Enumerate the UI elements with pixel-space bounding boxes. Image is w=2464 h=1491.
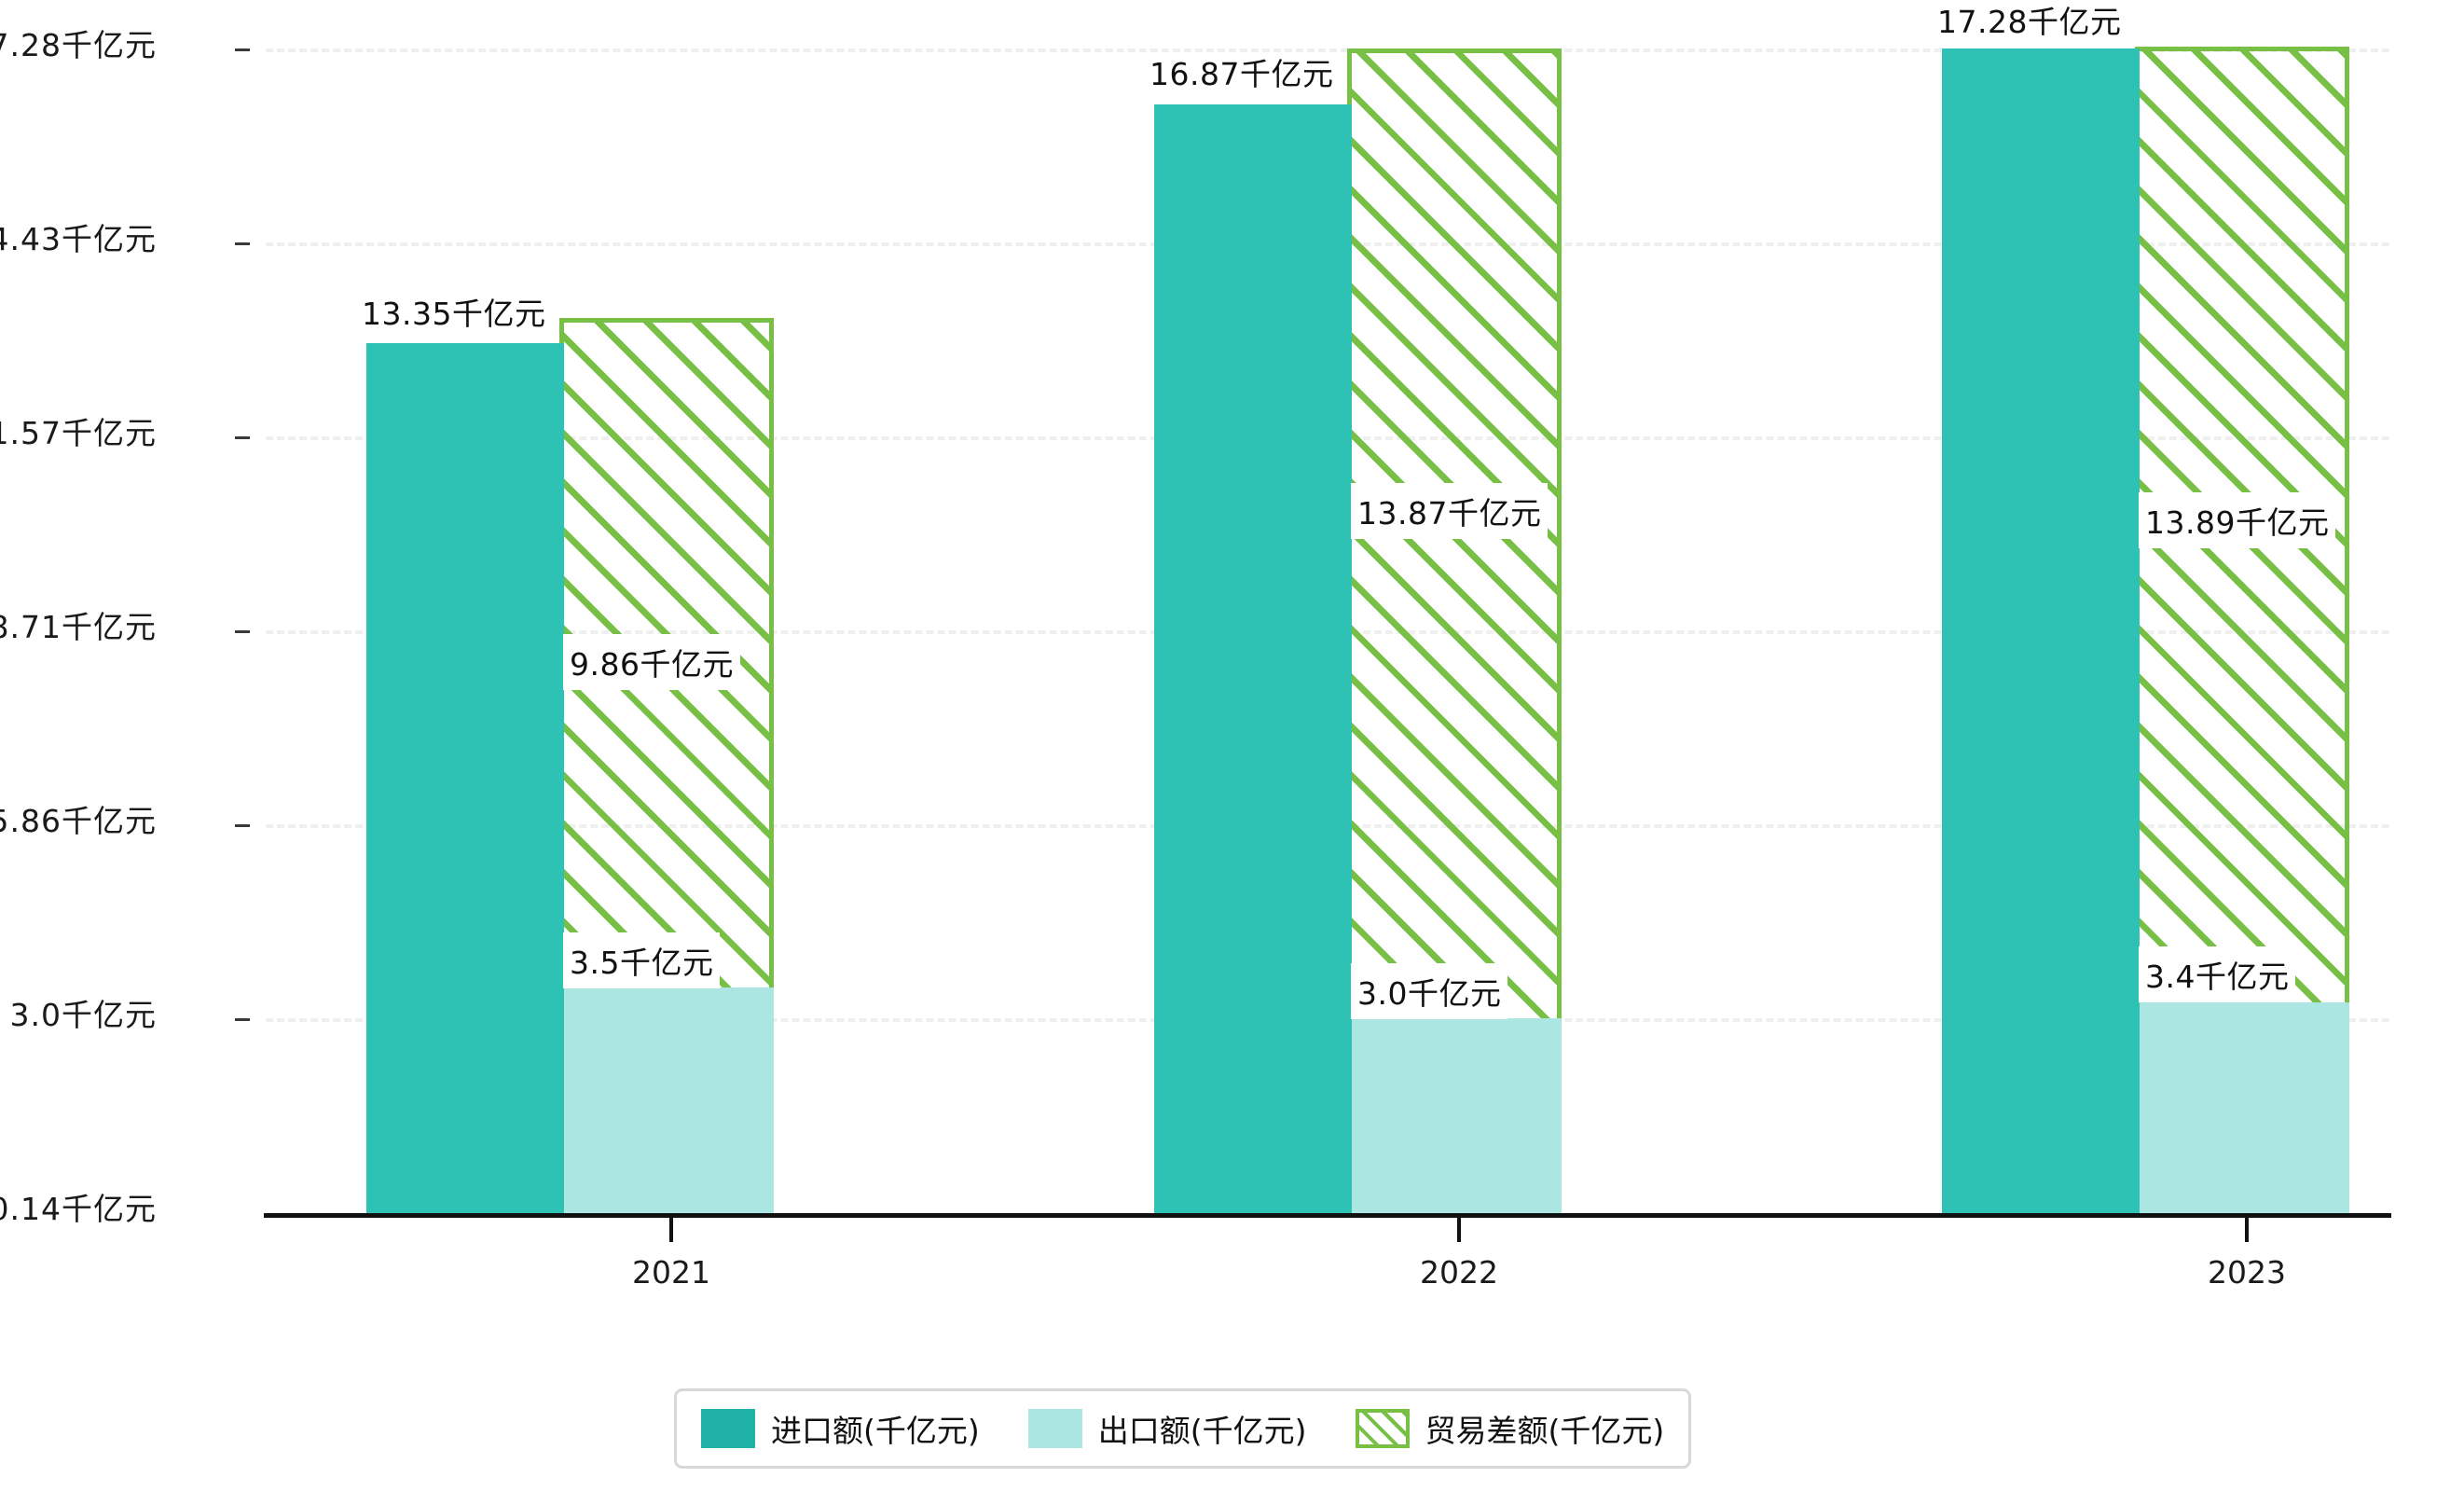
y-axis-label-17-28: 17.28千亿元 [0,27,157,63]
x-tick-2023 [2245,1218,2249,1242]
x-axis-label-2023: 2023 [2208,1254,2286,1291]
y-tick-17-28 [235,48,250,51]
legend-swatch-diff-icon [1355,1409,1410,1448]
bar-label-export-2022: 3.0千亿元 [1351,963,1508,1019]
bar-import-2022[interactable] [1154,104,1352,1215]
chart-legend: 进口额(千亿元) 出口额(千亿元) 贸易差额(千亿元) [674,1388,1692,1469]
bar-export-2023[interactable] [2140,1002,2349,1215]
legend-swatch-export-icon [1027,1409,1082,1448]
x-tick-2021 [669,1218,673,1242]
bar-label-diff-2022: 13.87千亿元 [1351,483,1549,539]
legend-item-import[interactable]: 进口额(千亿元) [701,1406,980,1451]
bar-label-export-2023: 3.4千亿元 [2139,946,2296,1002]
y-axis-label-14-43: 14.43千亿元 [0,221,157,257]
x-axis-label-2022: 2022 [1420,1254,1498,1291]
bar-label-diff-2021: 9.86千亿元 [563,634,740,690]
bar-label-import-2021: 13.35千亿元 [362,296,546,332]
bar-label-import-2022: 16.87千亿元 [1149,56,1334,92]
y-tick-11-57 [235,436,250,439]
bar-label-export-2021: 3.5千亿元 [563,932,721,988]
y-tick-5-86 [235,824,250,827]
legend-label-diff: 贸易差额(千亿元) [1425,1413,1665,1449]
x-axis-line [264,1213,2391,1218]
legend-label-export: 出口额(千亿元) [1097,1413,1307,1449]
legend-item-export[interactable]: 出口额(千亿元) [1027,1406,1307,1451]
y-axis-label-0-14: 0.14千亿元 [0,1191,157,1227]
y-axis-label-11-57: 11.57千亿元 [0,415,157,451]
bar-import-2021[interactable] [366,343,564,1215]
legend-label-import: 进口额(千亿元) [771,1413,980,1449]
bar-import-2023[interactable] [1942,48,2140,1215]
y-axis-label-3-0: 3.0千亿元 [9,997,157,1033]
legend-item-diff[interactable]: 贸易差额(千亿元) [1355,1406,1665,1451]
y-tick-3-0 [235,1018,250,1021]
y-tick-14-43 [235,242,250,245]
x-tick-2022 [1457,1218,1461,1242]
bar-export-2021[interactable] [564,987,774,1215]
y-axis-label-5-86: 5.86千亿元 [0,803,157,839]
legend-swatch-import-icon [701,1409,755,1448]
gridline-17-28 [266,48,2389,52]
bar-export-2022[interactable] [1352,1018,1562,1215]
y-axis-label-8-71: 8.71千亿元 [0,609,157,645]
bar-label-diff-2023: 13.89千亿元 [2139,492,2336,548]
y-tick-8-71 [235,630,250,633]
x-axis-label-2021: 2021 [632,1254,710,1291]
bar-label-import-2023: 17.28千亿元 [1937,4,2122,40]
